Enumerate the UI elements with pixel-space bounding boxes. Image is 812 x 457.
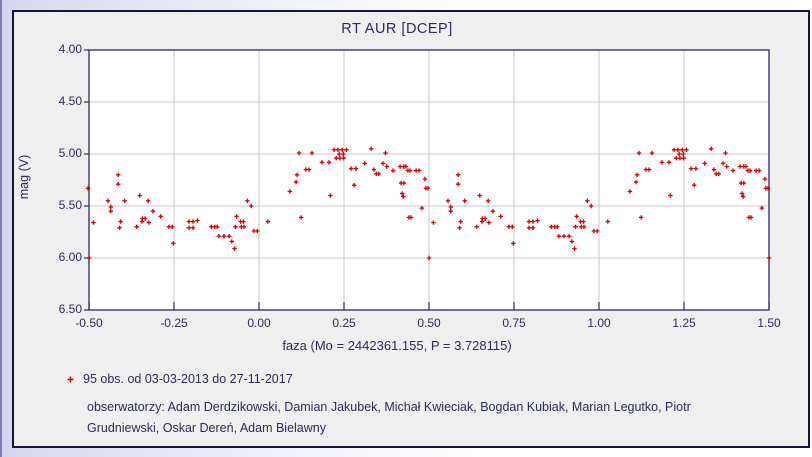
legend: 95 obs. od 03-03-2013 do 27-11-2017 — [66, 372, 293, 386]
observation-marker-icon — [67, 376, 74, 382]
y-axis-tick-label: 6.00 — [58, 250, 82, 264]
x-axis-tick-label: -0.50 — [75, 316, 103, 330]
y-axis-tick-label: 4.50 — [58, 94, 82, 108]
y-axis-tick-label: 6.50 — [58, 302, 82, 316]
x-axis-tick-label: 1.50 — [757, 316, 781, 330]
x-axis-tick-label: 1.00 — [587, 316, 611, 330]
x-axis-tick-label: 0.50 — [417, 316, 441, 330]
y-axis-tick-label: 5.50 — [58, 198, 82, 212]
chart-title: RT AUR [DCEP] — [341, 21, 453, 37]
observers-text: obserwatorzy: Adam Derdzikowski, Damian … — [87, 397, 787, 439]
x-axis-tick-label: 0.00 — [247, 316, 271, 330]
observers-line-2: Grudniewski, Oskar Dereń, Adam Bielawny — [87, 421, 326, 435]
x-axis-tick-label: 0.75 — [502, 316, 526, 330]
y-axis-tick-label: 5.00 — [58, 146, 82, 160]
x-axis-title: faza (Mo = 2442361.155, P = 3.728115) — [282, 338, 512, 353]
x-axis-tick-label: 1.25 — [672, 316, 696, 330]
x-axis-tick-label: -0.25 — [160, 316, 188, 330]
y-axis-title: mag (V) — [17, 154, 31, 200]
x-axis-tick-label: 0.25 — [332, 316, 356, 330]
observers-line-1: obserwatorzy: Adam Derdzikowski, Damian … — [87, 400, 691, 414]
y-axis-tick-label: 4.00 — [58, 42, 82, 56]
data-points — [85, 146, 772, 261]
legend-label: 95 obs. od 03-03-2013 do 27-11-2017 — [83, 372, 293, 386]
